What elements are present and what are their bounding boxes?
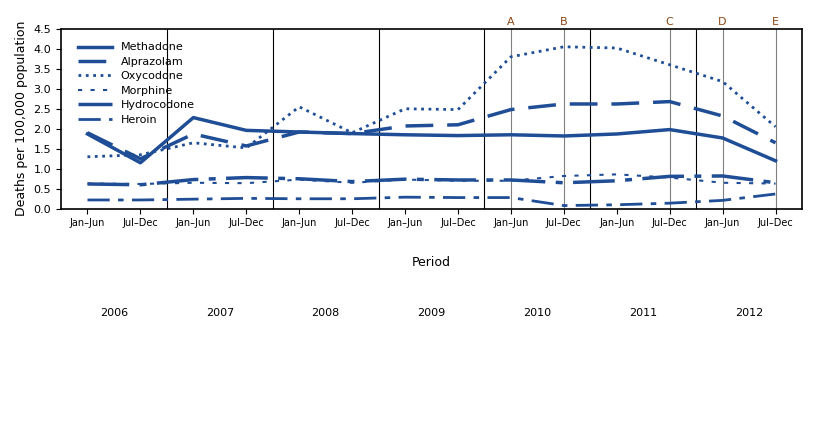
Text: 2007: 2007 — [206, 308, 234, 318]
Text: 2008: 2008 — [311, 308, 340, 318]
Text: 2012: 2012 — [735, 308, 763, 318]
Text: 2006: 2006 — [100, 308, 128, 318]
Text: 2011: 2011 — [629, 308, 658, 318]
Y-axis label: Deaths per 100,000 population: Deaths per 100,000 population — [15, 21, 28, 217]
Text: D: D — [718, 17, 727, 27]
Text: A: A — [507, 17, 515, 27]
Text: C: C — [666, 17, 673, 27]
X-axis label: Period: Period — [412, 256, 451, 269]
Text: 2009: 2009 — [417, 308, 445, 318]
Legend: Methadone, Alprazolam, Oxycodone, Morphine, Hydrocodone, Heroin: Methadone, Alprazolam, Oxycodone, Morphi… — [74, 38, 199, 129]
Text: 2010: 2010 — [524, 308, 551, 318]
Text: E: E — [772, 17, 779, 27]
Text: B: B — [560, 17, 568, 27]
